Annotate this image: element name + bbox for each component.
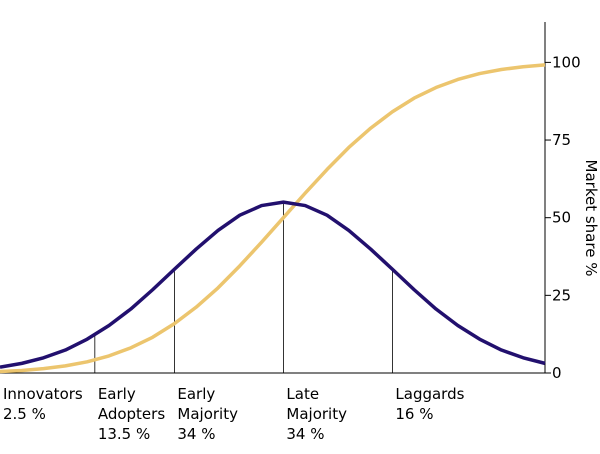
category-label: Innovators [3,385,83,403]
curve [0,200,546,369]
share-label: 16 % [395,405,433,423]
y-tick-label: 100 [552,53,581,71]
category-label: Laggards [395,385,464,403]
category-label: Majority [286,405,347,423]
share-label: 34 % [177,425,215,443]
y-axis-label: Market share % [582,160,600,277]
y-tick-label: 75 [552,131,571,149]
curve [0,63,546,374]
share-label: 34 % [286,425,324,443]
y-tick-label: 0 [552,364,562,382]
category-label: Majority [177,405,238,423]
category-label: Adopters [98,405,165,423]
category-label: Late [286,385,319,403]
y-tick-label: 25 [552,286,571,304]
category-label: Early [177,385,215,403]
category-label: Early [98,385,136,403]
y-tick-label: 50 [552,209,571,227]
share-label: 2.5 % [3,405,46,423]
share-label: 13.5 % [98,425,150,443]
